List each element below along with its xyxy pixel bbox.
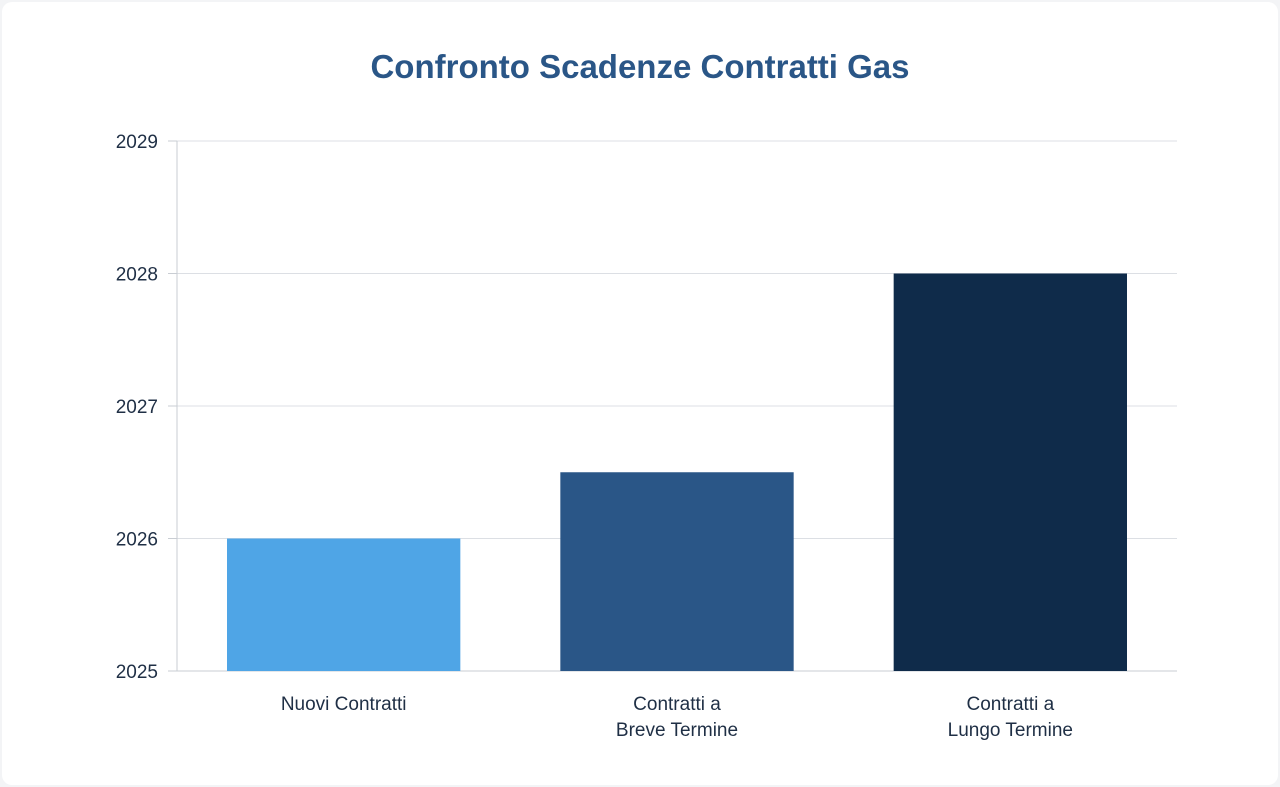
x-category-label: Nuovi Contratti	[281, 694, 407, 715]
bar-2	[893, 273, 1127, 671]
chart-title: Confronto Scadenze Contratti Gas	[370, 48, 910, 85]
x-category-label-line: Nuovi Contratti	[281, 694, 407, 715]
x-category-label-line: Lungo Termine	[948, 720, 1073, 741]
x-category-label-line: Breve Termine	[616, 720, 738, 741]
y-tick-label: 2026	[116, 530, 158, 551]
bar-0	[227, 538, 461, 671]
y-tick-label: 2029	[116, 132, 158, 153]
y-tick-labels: 2025 2026 2027 2028 2029	[116, 132, 158, 683]
y-tick-label: 2025	[116, 662, 158, 683]
x-category-label: Contratti a Lungo Termine	[948, 694, 1073, 741]
y-tick-label: 2027	[116, 397, 158, 418]
bars	[227, 273, 1127, 671]
x-category-label: Contratti a Breve Termine	[616, 694, 738, 741]
x-category-label-line: Contratti a	[633, 694, 721, 715]
x-category-label-line: Contratti a	[967, 694, 1055, 715]
y-tick-label: 2028	[116, 265, 158, 286]
bar-1	[560, 472, 794, 671]
x-category-labels: Nuovi Contratti Contratti a Breve TermineC…	[281, 694, 1073, 741]
